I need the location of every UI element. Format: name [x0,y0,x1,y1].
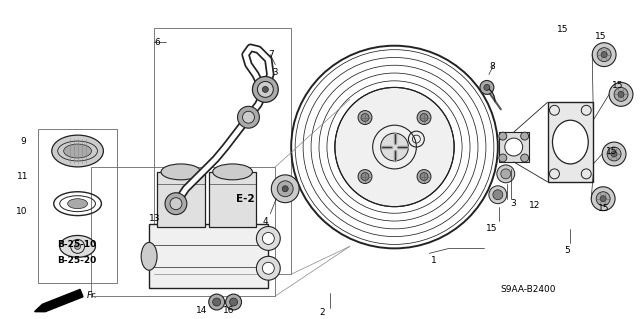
Circle shape [597,48,611,62]
Circle shape [230,298,237,306]
Text: E-2: E-2 [236,194,255,204]
Circle shape [592,43,616,67]
Circle shape [417,170,431,183]
Text: 8: 8 [489,62,495,70]
Circle shape [480,80,494,94]
Circle shape [243,111,255,123]
Circle shape [209,294,225,310]
Circle shape [262,86,268,93]
Circle shape [611,151,617,157]
Bar [154,28,291,274]
Circle shape [252,77,278,102]
Ellipse shape [552,120,588,164]
Circle shape [501,169,511,179]
Circle shape [596,192,610,206]
Text: 15: 15 [598,204,610,213]
Text: 4: 4 [262,217,268,226]
Circle shape [257,226,280,250]
Text: 16: 16 [223,306,234,315]
Circle shape [262,233,275,244]
Text: B-25-10: B-25-10 [57,241,96,249]
Circle shape [170,198,182,210]
Text: 5: 5 [564,246,570,256]
Text: 12: 12 [529,201,540,210]
Circle shape [600,196,606,202]
Ellipse shape [60,235,95,257]
Circle shape [257,256,280,280]
Circle shape [237,106,259,128]
Circle shape [505,138,523,156]
Ellipse shape [63,144,92,158]
Circle shape [618,92,624,97]
Text: 6: 6 [154,38,160,47]
Text: 11: 11 [17,172,28,181]
Text: 15: 15 [606,147,618,156]
Circle shape [607,147,621,161]
Circle shape [282,186,288,192]
Circle shape [358,111,372,124]
Circle shape [493,190,503,200]
Circle shape [212,298,221,306]
Text: 14: 14 [196,306,207,315]
Text: 9: 9 [20,137,26,146]
Circle shape [601,52,607,58]
Circle shape [417,111,431,124]
Circle shape [602,142,626,166]
Bar [92,167,275,296]
Circle shape [361,114,369,122]
Text: 13: 13 [149,214,161,223]
Bar [38,129,117,283]
Circle shape [499,154,507,162]
Text: 7: 7 [268,50,274,59]
Text: 3: 3 [511,199,516,208]
Bar [157,172,205,226]
Circle shape [381,133,408,161]
Circle shape [361,173,369,181]
Text: S9AA-B2400: S9AA-B2400 [501,285,556,294]
Text: Fr.: Fr. [86,291,97,300]
Circle shape [358,170,372,183]
Circle shape [277,181,293,197]
Circle shape [75,243,81,249]
Circle shape [226,294,241,310]
Text: 1: 1 [431,256,437,265]
Circle shape [262,262,275,274]
FancyArrow shape [35,289,83,312]
Circle shape [335,87,454,207]
Text: B-25-20: B-25-20 [57,256,96,265]
Circle shape [609,82,633,106]
Text: 2: 2 [319,308,324,317]
Circle shape [420,114,428,122]
Circle shape [614,87,628,101]
Ellipse shape [52,135,104,167]
Ellipse shape [212,164,252,180]
Circle shape [499,132,507,140]
Bar [499,132,529,162]
Bar [547,102,593,182]
Text: 15: 15 [486,224,497,233]
Text: 15: 15 [612,81,623,91]
Circle shape [484,85,490,90]
Bar [149,224,268,288]
Bar [209,172,257,226]
Circle shape [497,165,515,183]
Text: 15: 15 [595,32,607,41]
Ellipse shape [68,199,88,209]
Circle shape [521,132,529,140]
Ellipse shape [161,164,201,180]
Circle shape [591,187,615,211]
Ellipse shape [141,242,157,270]
Circle shape [420,173,428,181]
Circle shape [521,154,529,162]
Circle shape [165,193,187,215]
Text: 10: 10 [16,207,28,216]
Circle shape [257,81,273,97]
Circle shape [271,175,299,203]
Text: 13: 13 [268,68,280,77]
Circle shape [489,186,507,204]
Text: 15: 15 [556,25,568,34]
